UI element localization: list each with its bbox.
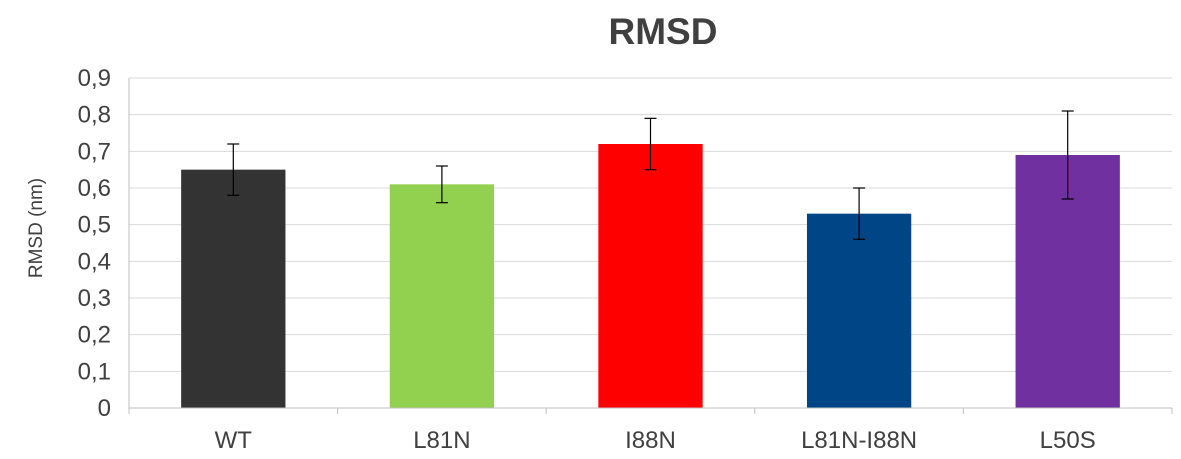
x-tick-label: L50S (1040, 427, 1096, 454)
y-tick-label: 0 (98, 395, 111, 422)
y-tick-label: 0,2 (78, 322, 111, 349)
y-tick-label: 0,7 (78, 138, 111, 165)
x-tick-label: L81N-I88N (801, 427, 917, 454)
y-tick-label: 0,8 (78, 102, 111, 129)
error-bar (644, 117, 657, 171)
y-axis-label: RMSD (nm) (26, 178, 47, 278)
chart-title: RMSD (609, 11, 718, 52)
x-tick-label: L81N (413, 427, 470, 454)
bar-wt (181, 169, 286, 408)
y-tick-label: 0,9 (78, 65, 111, 92)
error-bar (435, 165, 448, 204)
y-tick-label: 0,1 (78, 358, 111, 385)
y-tick-label: 0,3 (78, 285, 111, 312)
y-tick-label: 0,6 (78, 175, 111, 202)
x-tick-label: WT (215, 427, 253, 454)
bars (181, 144, 1120, 408)
error-bars (227, 110, 1074, 240)
y-tick-label: 0,5 (78, 212, 111, 239)
axes: 0 0,1 0,2 0,3 0,4 0,5 0,6 0,7 0,8 0,9 WT L81N I88N L8… (78, 65, 1173, 454)
x-tick-label: I88N (625, 427, 676, 454)
bar-l81n-i88n (806, 213, 912, 408)
error-bar (853, 187, 866, 240)
y-tick-label: 0,4 (78, 248, 111, 275)
bar-i88n (598, 144, 703, 408)
error-bar (227, 143, 240, 196)
bar-l81n (389, 184, 495, 408)
error-bar (1061, 110, 1074, 200)
